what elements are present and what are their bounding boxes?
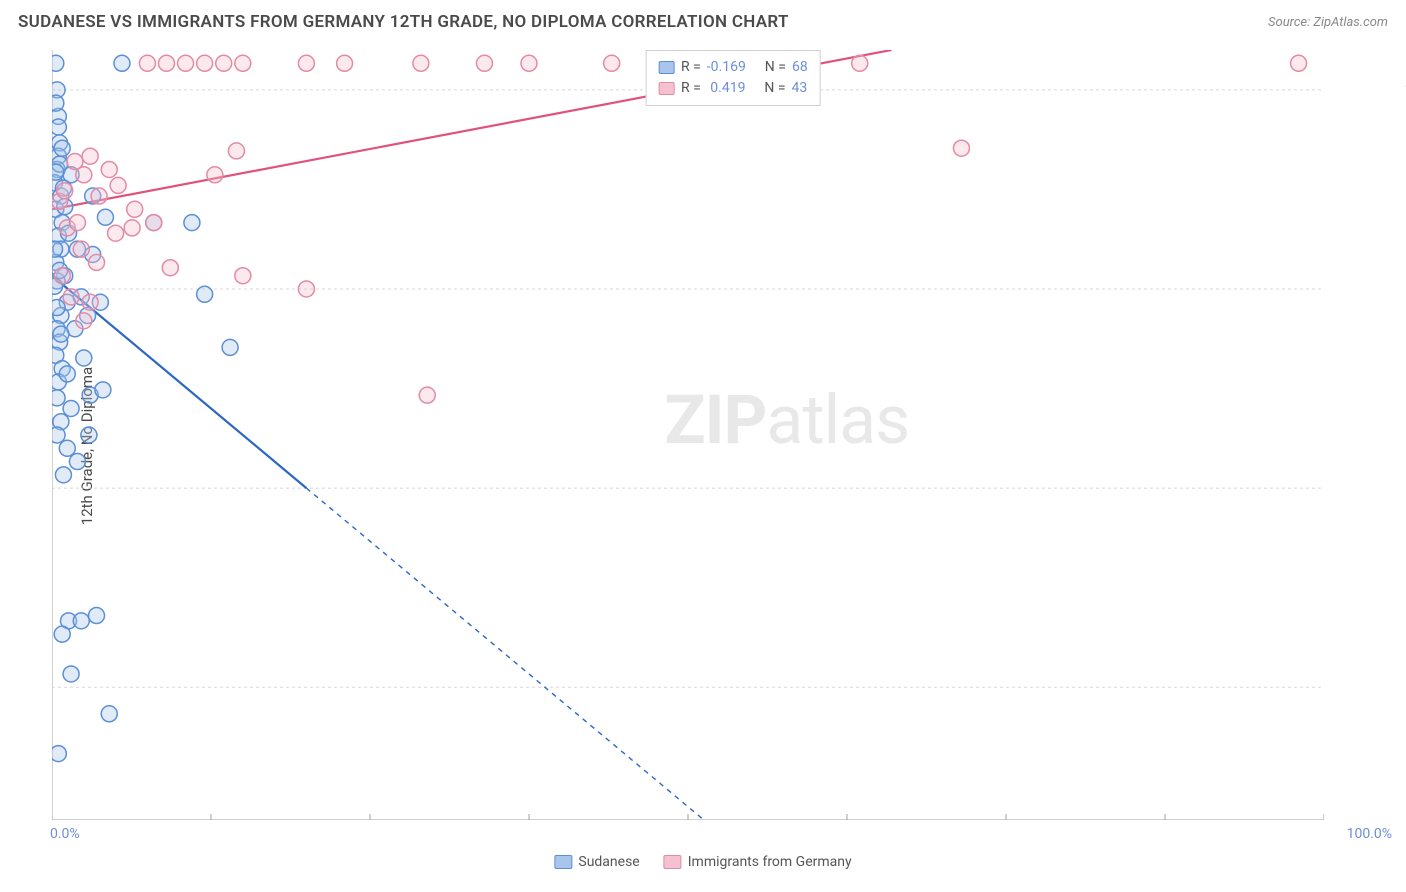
y-tick-label: 92.5% — [1394, 281, 1406, 297]
stat-r-label: R = — [681, 57, 701, 78]
stat-n-value-germany: 43 — [792, 78, 808, 99]
stat-n-label-2: N = — [764, 78, 785, 99]
legend-swatch-germany — [664, 855, 682, 869]
y-tick-label: 77.5% — [1394, 679, 1406, 695]
bottom-legend: Sudanese Immigrants from Germany — [554, 854, 851, 870]
y-tick-label: 85.0% — [1394, 480, 1406, 496]
stats-row-germany: R = 0.419 N = 43 — [659, 78, 808, 99]
chart-title: SUDANESE VS IMMIGRANTS FROM GERMANY 12TH… — [18, 12, 789, 32]
stat-n-label: N = — [765, 57, 786, 78]
legend-item-sudanese: Sudanese — [554, 854, 639, 870]
source-label: Source: ZipAtlas.com — [1268, 15, 1388, 30]
stat-r-value-sudanese: -0.169 — [707, 57, 746, 78]
stat-r-label-2: R = — [681, 78, 701, 99]
stats-legend-box: R = -0.169 N = 68 R = 0.419 N = 43 — [646, 50, 821, 106]
stats-swatch-sudanese — [659, 61, 675, 74]
x-tick-first: 0.0% — [50, 826, 80, 842]
x-tick-last: 100.0% — [1347, 826, 1392, 842]
stats-swatch-germany — [659, 82, 675, 95]
legend-label-germany: Immigrants from Germany — [688, 854, 852, 870]
header: SUDANESE VS IMMIGRANTS FROM GERMANY 12TH… — [18, 12, 1388, 32]
stat-n-value-sudanese: 68 — [792, 57, 808, 78]
legend-swatch-sudanese — [554, 855, 572, 869]
legend-label-sudanese: Sudanese — [578, 854, 639, 870]
y-tick-label: 100.0% — [1394, 82, 1406, 98]
stat-r-value-germany: 0.419 — [707, 78, 746, 99]
scatter-chart-svg — [52, 50, 1324, 820]
stats-row-sudanese: R = -0.169 N = 68 — [659, 57, 808, 78]
chart-container: SUDANESE VS IMMIGRANTS FROM GERMANY 12TH… — [0, 0, 1406, 892]
legend-item-germany: Immigrants from Germany — [664, 854, 852, 870]
chart-area: ZIPatlas R = -0.169 N = 68 R = 0.419 N =… — [52, 50, 1388, 820]
